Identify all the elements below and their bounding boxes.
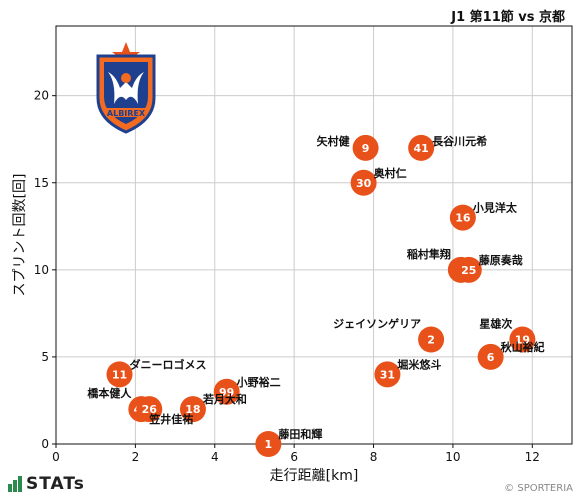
point-number: 1 [265,438,273,451]
point-number: 26 [142,403,158,416]
point-name-label: 橋本健人 [87,386,132,400]
point-marker [509,326,536,353]
point-marker [255,431,282,457]
stats-label: STATs [26,474,85,494]
point-marker [374,361,401,388]
point-name-label: 笠井佳祐 [148,412,193,426]
point-marker [449,204,476,231]
point-name-label: 藤田和輝 [278,427,322,441]
point-number: 18 [185,403,200,416]
data-point: 1 藤田和輝 [255,427,322,457]
svg-text:ALBIREX: ALBIREX [107,109,146,118]
point-name-label: 稲村隼翔 [407,247,451,261]
x-axis-label: 走行距離[km] [270,467,359,484]
point-number: 2 [427,334,435,347]
point-name-label: 小見洋太 [472,201,518,215]
credit-text: © SPORTERIA [504,483,573,494]
point-number: 99 [219,386,234,399]
point-marker [213,378,240,405]
match-title: J1 第11節 vs 京都 [451,10,565,25]
point-number: 6 [487,351,495,364]
point-name-label: 矢村健 [317,134,351,148]
point-marker [352,134,379,161]
point-marker [179,396,206,423]
point-marker [455,256,482,283]
stats-logo: STATs [8,474,85,494]
point-name-label: ダニーロゴメス [130,357,207,371]
point-number: 25 [461,264,476,277]
y-axis-label: スプリント回数[回] [12,174,28,297]
y-tick-label: 0 [41,437,49,451]
point-marker [106,361,133,388]
x-tick-label: 0 [52,450,60,464]
y-tick-label: 10 [34,263,49,277]
point-name-label: 奥村仁 [373,166,407,180]
x-tick-label: 10 [445,450,460,464]
point-name-label: 若月大和 [203,392,247,406]
point-name-label: 堀米悠斗 [397,357,441,371]
stats-bars-icon [8,476,22,492]
point-name-label: 小野裕二 [236,375,281,389]
point-marker [408,134,435,161]
point-name-label: 星雄次 [479,317,512,331]
point-name-label: 秋山裕紀 [501,340,545,354]
x-tick-label: 12 [525,450,540,464]
data-point: 2 ジェイソンゲリア [333,317,445,353]
point-number: 30 [356,177,372,190]
point-number: 31 [380,368,395,381]
y-tick-label: 5 [41,350,49,364]
point-number: 16 [455,212,471,225]
point-marker [477,343,504,370]
x-tick-label: 2 [132,450,140,464]
x-tick-label: 4 [211,450,219,464]
x-tick-label: 6 [290,450,298,464]
point-name-label: 藤原奏哉 [479,253,523,267]
point-number: 9 [362,142,370,155]
point-name-label: ジェイソンゲリア [333,317,421,331]
data-point: 6 秋山裕紀 [477,340,545,370]
point-number: 11 [112,368,127,381]
x-tick-label: 8 [370,450,378,464]
point-marker [136,396,163,423]
club-emblem-icon: ALBIREX [96,42,156,134]
point-number: 41 [414,142,429,155]
points-layer: 9矢村健41長谷川元希30奥村仁16小見洋太3稲村隼翔25藤原奏哉2ジェイソンゲ… [87,134,545,457]
point-number: 19 [515,334,530,347]
point-marker [350,169,377,196]
data-point: 9 矢村健 [317,134,379,161]
point-name-label: 長谷川元希 [432,134,487,148]
y-tick-label: 15 [34,176,49,190]
plot-frame [55,25,573,445]
point-marker [418,326,445,353]
y-tick-label: 20 [34,89,49,103]
